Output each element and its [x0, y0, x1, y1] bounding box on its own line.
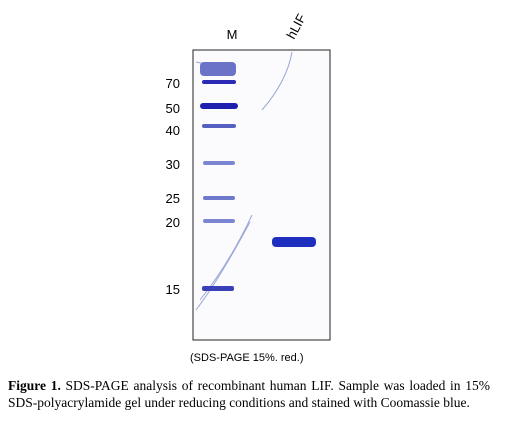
marker-label: 20 — [166, 215, 180, 230]
caption: Figure 1. SDS-PAGE analysis of recombina… — [8, 377, 490, 411]
marker-label: 70 — [166, 76, 180, 91]
lane-label: M — [227, 27, 238, 42]
marker-bands — [200, 62, 238, 291]
gel-note: (SDS-PAGE 15%. red.) — [190, 352, 304, 364]
hlif-band — [272, 237, 316, 247]
gel — [192, 49, 331, 341]
lane-label: hLIF — [283, 11, 308, 41]
gel-figure: M hLIF 70 50 40 30 25 20 15 (SDS-PAGE 15… — [166, 11, 331, 364]
caption-text: SDS-PAGE analysis of recombinant human L… — [8, 378, 491, 410]
marker-label: 40 — [166, 123, 180, 138]
marker-label: 50 — [166, 101, 180, 116]
marker-label: 30 — [166, 157, 180, 172]
marker-label: 25 — [166, 191, 180, 206]
marker-label: 15 — [166, 282, 180, 297]
caption-label: Figure 1. — [8, 378, 61, 393]
